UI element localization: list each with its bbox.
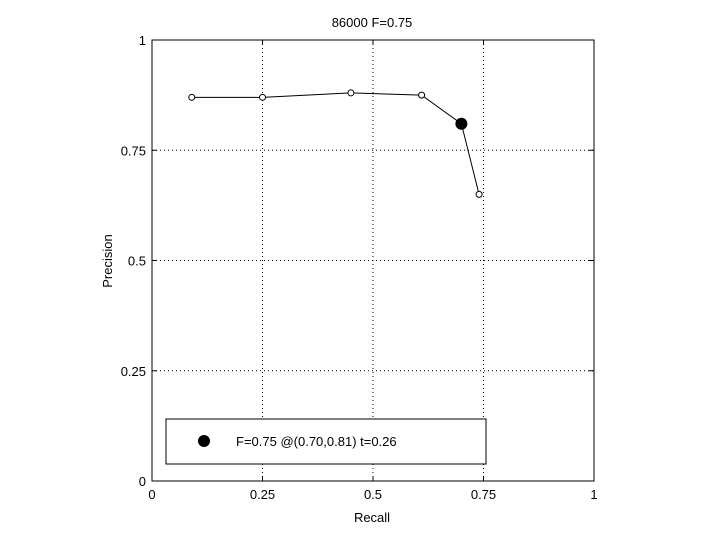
y-tick-label: 0: [139, 474, 146, 489]
legend-entry-label: F=0.75 @(0.70,0.81) t=0.26: [236, 434, 397, 449]
y-tick-label: 1: [139, 33, 146, 48]
legend: F=0.75 @(0.70,0.81) t=0.26: [165, 418, 487, 465]
data-point: [418, 91, 426, 99]
best-f-point: [455, 117, 468, 130]
x-axis-label: Recall: [354, 510, 390, 525]
x-tick-label: 1: [590, 487, 597, 502]
x-tick-label: 0: [148, 487, 155, 502]
data-point: [259, 93, 266, 101]
y-tick-label: 0.5: [128, 254, 146, 269]
data-point: [475, 190, 483, 198]
x-tick-label: 0.25: [250, 487, 275, 502]
y-tick-label: 0.25: [121, 364, 146, 379]
x-tick-label: 0.5: [364, 487, 382, 502]
axis-ticks: 0 0.25 0.5 0.75 1 0 0.25 0.5 0.75 1: [121, 33, 598, 502]
y-axis-label: Precision: [100, 234, 115, 287]
x-tick-label: 0.75: [471, 487, 496, 502]
chart-title: 86000 F=0.75: [332, 15, 413, 30]
series-group: [188, 89, 483, 198]
data-point: [347, 89, 355, 97]
series-line: [191, 92, 480, 195]
grid-lines: [152, 40, 594, 481]
legend-marker-filled-circle: [198, 435, 210, 447]
legend-box: [165, 418, 487, 465]
y-tick-label: 0.75: [121, 143, 146, 158]
data-point: [188, 93, 196, 101]
